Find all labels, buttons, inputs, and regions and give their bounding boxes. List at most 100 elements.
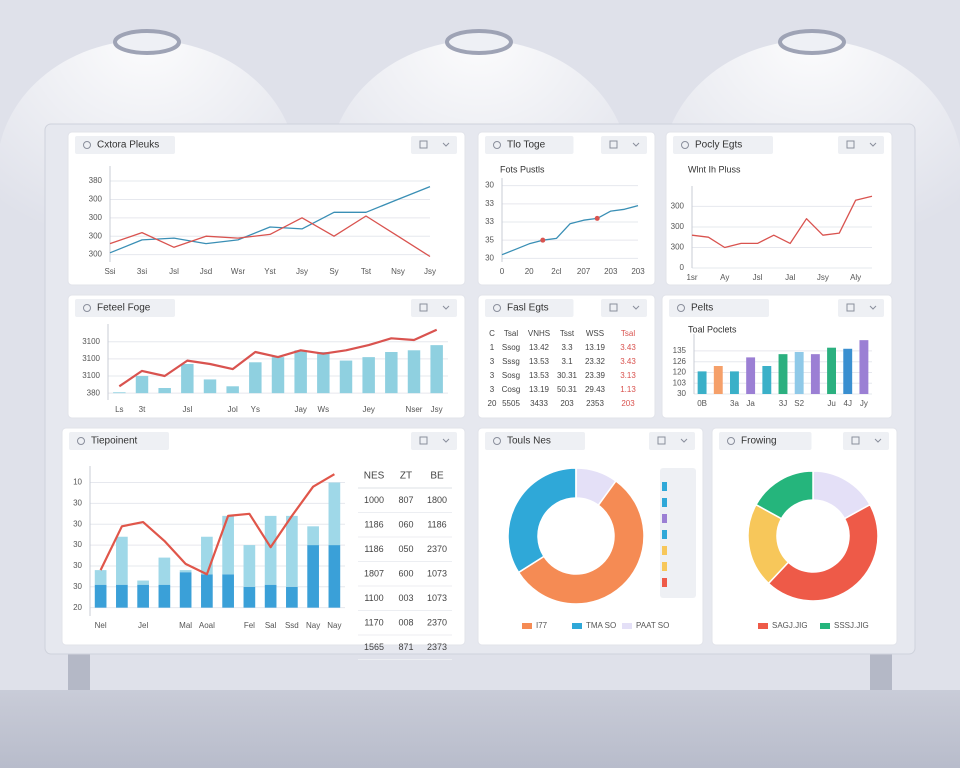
chip — [662, 482, 667, 491]
x-tick-label: 0 — [500, 267, 505, 276]
table-cell: 807 — [398, 495, 413, 505]
x-tick-label: Yst — [264, 267, 276, 276]
table-cell: 1073 — [427, 593, 447, 603]
bar — [264, 515, 277, 585]
chip — [662, 562, 667, 571]
table-cell: 13.19 — [585, 343, 606, 352]
panel-title: Pelts — [691, 303, 713, 314]
table-cell: 3.43 — [620, 357, 636, 366]
panel-header — [485, 432, 585, 450]
pie-slice — [507, 467, 577, 574]
y-tick-label: 30 — [73, 582, 82, 591]
bar — [339, 360, 353, 394]
header-tools — [838, 136, 884, 154]
panel-icon — [677, 304, 685, 312]
legend-swatch — [758, 623, 768, 629]
panel-icon — [77, 437, 85, 445]
tool-icon — [632, 142, 640, 147]
y-tick-label: 30 — [73, 540, 82, 549]
x-tick-label: Ja — [746, 399, 755, 408]
point — [594, 215, 600, 221]
panel — [665, 131, 893, 286]
x-tick-label: 3si — [137, 267, 147, 276]
floor — [0, 690, 960, 768]
chart-subtitle: Wlnt Ih Pluss — [688, 164, 741, 174]
panel — [477, 294, 656, 419]
x-tick-label: Nel — [95, 621, 107, 630]
y-tick-label: 300 — [89, 250, 103, 259]
table-cell: 1170 — [364, 617, 383, 627]
x-tick-label: Jsl — [753, 273, 763, 282]
x-tick-label: Ay — [720, 273, 729, 282]
x-tick-label: 3t — [139, 405, 146, 414]
x-tick-label: 20 — [525, 267, 534, 276]
x-tick-label: Tst — [361, 267, 372, 276]
bar — [794, 352, 804, 394]
bar — [294, 350, 307, 394]
table-cell: 1.13 — [620, 385, 636, 394]
chip — [662, 498, 667, 507]
tool-icon — [442, 305, 450, 310]
x-tick-label: Sal — [265, 621, 277, 630]
y-tick-label: 126 — [673, 357, 687, 366]
x-tick-label: 1sr — [686, 273, 697, 282]
table-header: VNHS — [528, 329, 550, 338]
legend-swatch — [622, 623, 632, 629]
table-cell: 050 — [398, 544, 413, 554]
tool-icon — [419, 436, 428, 445]
table-cell: 3433 — [530, 399, 548, 408]
y-tick-label: 3100 — [82, 354, 100, 363]
table-cell: 1807 — [364, 568, 384, 578]
x-tick-label: Jsy — [424, 267, 436, 276]
panel-icon — [83, 304, 91, 312]
line — [118, 328, 438, 388]
x-tick-label: Nay — [327, 621, 341, 630]
x-tick-label: Jay — [294, 405, 306, 414]
table-cell: 203 — [621, 399, 635, 408]
stand-leg — [870, 650, 892, 690]
table-cell: Sssg — [502, 357, 520, 366]
x-tick-label: 0B — [697, 399, 707, 408]
panel-title: Pocly Egts — [695, 140, 742, 151]
tool-icon — [851, 436, 860, 445]
legend-label: SSSJ.JIG — [834, 621, 869, 630]
legend-swatch — [572, 623, 582, 629]
table-cell: 1186 — [364, 519, 383, 529]
bar — [286, 515, 298, 587]
panel-icon — [727, 437, 735, 445]
bar — [226, 386, 239, 394]
tool-icon — [632, 305, 640, 310]
tool-icon — [846, 140, 855, 149]
panel-title: Fasl Egts — [507, 303, 549, 314]
y-tick-label: 10 — [73, 478, 82, 487]
pie-slice — [767, 503, 879, 602]
tool-icon — [609, 140, 618, 149]
bar — [243, 545, 256, 587]
panel-header — [669, 299, 769, 317]
y-tick-label: 0 — [680, 263, 685, 272]
bar — [286, 586, 298, 608]
x-tick-label: Ssi — [104, 267, 115, 276]
x-tick-label: 203 — [604, 267, 618, 276]
tool-icon — [442, 142, 450, 147]
chip — [662, 530, 667, 539]
table-cell: 3.3 — [561, 343, 573, 352]
bar — [201, 536, 213, 575]
bar — [116, 584, 128, 608]
chip — [662, 546, 667, 555]
y-tick-label: 30 — [73, 561, 82, 570]
table-header: WSS — [586, 329, 604, 338]
x-tick-label: 3a — [730, 399, 739, 408]
panel-header — [673, 136, 773, 154]
table-cell: 3 — [490, 371, 495, 380]
x-tick-label: 203 — [631, 267, 645, 276]
header-tools — [838, 299, 884, 317]
chip — [662, 514, 667, 523]
y-tick-label: 380 — [87, 388, 101, 397]
legend-label: I77 — [536, 621, 548, 630]
bar — [179, 570, 192, 573]
panel-icon — [493, 141, 501, 149]
bar — [181, 364, 194, 394]
line — [691, 195, 873, 249]
